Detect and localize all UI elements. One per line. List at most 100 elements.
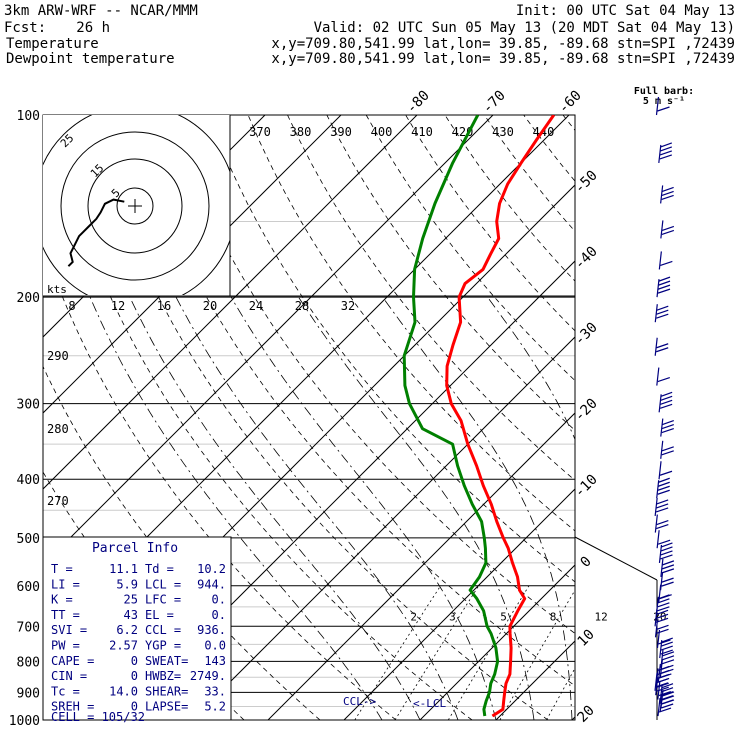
wind-barb-flag: [661, 664, 674, 670]
wind-barb-flag: [661, 190, 674, 196]
wind-barb-flag: [656, 343, 669, 349]
dry-adiabat: [50, 115, 473, 720]
theta-label-top: 410: [411, 125, 433, 139]
wind-barb-flag: [660, 391, 673, 397]
parcel-value-left: 5.9: [116, 577, 138, 591]
wind-barb-flag: [657, 606, 670, 612]
parcel-label-right: LFC =: [145, 593, 181, 607]
parcel-label-left: CAPE =: [51, 654, 94, 668]
moist-adiabat: [686, 297, 728, 720]
wind-barb: [659, 683, 674, 704]
dry-adiabat: [129, 115, 575, 687]
wind-barb-flag: [658, 707, 672, 713]
temperature-tick-label: -40: [572, 244, 601, 273]
wind-barb-flag: [662, 651, 675, 657]
mixing-ratio-label: 5: [500, 610, 507, 623]
wind-barb-flag: [656, 503, 669, 509]
parcel-label-left: SREH =: [51, 700, 94, 714]
wind-barb-staff: [654, 304, 658, 323]
parcel-value-right: 0.0: [204, 639, 226, 653]
theta-label-top: 430: [492, 125, 514, 139]
wind-barb-flag: [658, 690, 672, 697]
theta-label-top: 390: [330, 125, 352, 139]
wind-barb-flag: [657, 485, 670, 491]
isotherm-line: [191, 336, 575, 720]
mixing-ratio-line: [499, 589, 575, 720]
temperature-tick-label: -70: [480, 88, 509, 117]
dry-adiabat: [681, 115, 740, 720]
wind-barb-flag: [656, 686, 669, 692]
hodograph-ring: [60, 131, 210, 281]
wind-barb-staff: [660, 558, 664, 577]
parcel-label-left: PW =: [51, 639, 80, 653]
isotherm-line: [648, 115, 740, 720]
hodograph-axis-label: 24: [249, 299, 263, 313]
dry-adiabat: [483, 115, 575, 232]
wind-barb-flag: [658, 481, 670, 487]
parcel-value-right: 5.2: [204, 700, 226, 714]
wind-barb-flag: [657, 489, 670, 495]
wind-barb-flag: [661, 581, 674, 587]
moist-adiabat: [298, 296, 535, 720]
wind-barb-flag: [661, 229, 675, 236]
wind-barb-staff: [657, 663, 661, 682]
parcel-info-background: [42, 536, 232, 721]
wind-barb-flag: [662, 186, 674, 192]
wind-barb-staff: [658, 461, 662, 480]
wind-barb: [658, 391, 673, 413]
wind-barb-flag: [661, 450, 674, 456]
parcel-value-left: 14.0: [109, 684, 138, 698]
wind-barb-staff: [657, 697, 661, 717]
wind-barb-flag: [657, 288, 671, 294]
wind-barb-flag: [656, 347, 669, 353]
wind-barb-flag: [658, 284, 671, 290]
wind-barb-flag: [661, 446, 674, 452]
wind-barb: [657, 663, 672, 682]
parcel-value-right: 944.: [197, 577, 226, 591]
parcel-label-left: T =: [51, 562, 73, 576]
parcel-label-right: LCL =: [145, 577, 181, 591]
pressure-tick-label: 400: [17, 473, 40, 488]
wind-barb-flag: [660, 395, 673, 401]
wind-barb-flag: [660, 550, 673, 556]
init-time: Init: 00 UTC Sat 04 May 13: [516, 3, 735, 19]
wind-barb: [656, 477, 670, 499]
isotherm-line: [43, 115, 342, 414]
barb-guide-line: [574, 536, 658, 581]
wind-barb: [656, 530, 671, 549]
dry-adiabat: [247, 115, 575, 532]
wind-barb-flag: [661, 691, 674, 697]
wind-barb-flag: [661, 668, 674, 674]
wind-barb-flag: [662, 655, 675, 661]
temperature-tick-label: -60: [556, 88, 585, 117]
wind-barb-flag: [656, 313, 669, 319]
wind-barb-flag: [661, 641, 673, 647]
wind-barb-staff: [655, 596, 659, 615]
parcel-value-right: 33.: [204, 684, 226, 698]
barb-legend-line2: 5 m s⁻¹: [643, 96, 685, 107]
mixing-ratio-label: 3: [449, 610, 456, 623]
pressure-tick-label: 800: [17, 655, 40, 670]
temperature-tick-label: 0: [578, 554, 595, 571]
wind-barb-flag: [661, 225, 675, 232]
legend-dewpoint-info: x,y=709.80,541.99 lat,lon= 39.85, -89.68…: [271, 51, 735, 67]
wind-barb-flag: [660, 260, 673, 267]
forecast-label: Fcst:: [4, 20, 46, 36]
parcel-label-right: LAPSE=: [145, 700, 188, 714]
wind-barb-flag: [658, 639, 671, 645]
theta-label-left: 280: [47, 422, 69, 436]
wind-barb-flag: [659, 150, 673, 156]
valid-time: Valid: 02 UTC Sun 05 May 13 (20 MDT Sat …: [314, 20, 735, 36]
wind-barb-flag: [661, 577, 674, 583]
wind-barb-staff: [658, 144, 662, 163]
wind-barb-flag: [660, 146, 673, 152]
wind-barb-flag: [657, 539, 671, 545]
parcel-info-box: Parcel Info T = 11.1 Td = 10.2 LI = 5.9 LCL = 9…: [42, 536, 232, 724]
parcel-label-right: SHEAR=: [145, 684, 188, 698]
pressure-tick-label: 500: [17, 532, 40, 547]
wind-barb-flag: [662, 560, 675, 566]
dry-adiabat: [602, 115, 740, 720]
wind-barb-flag: [662, 419, 674, 426]
wind-barb-flag: [661, 637, 673, 643]
temperature-tick-label: -50: [572, 168, 601, 197]
